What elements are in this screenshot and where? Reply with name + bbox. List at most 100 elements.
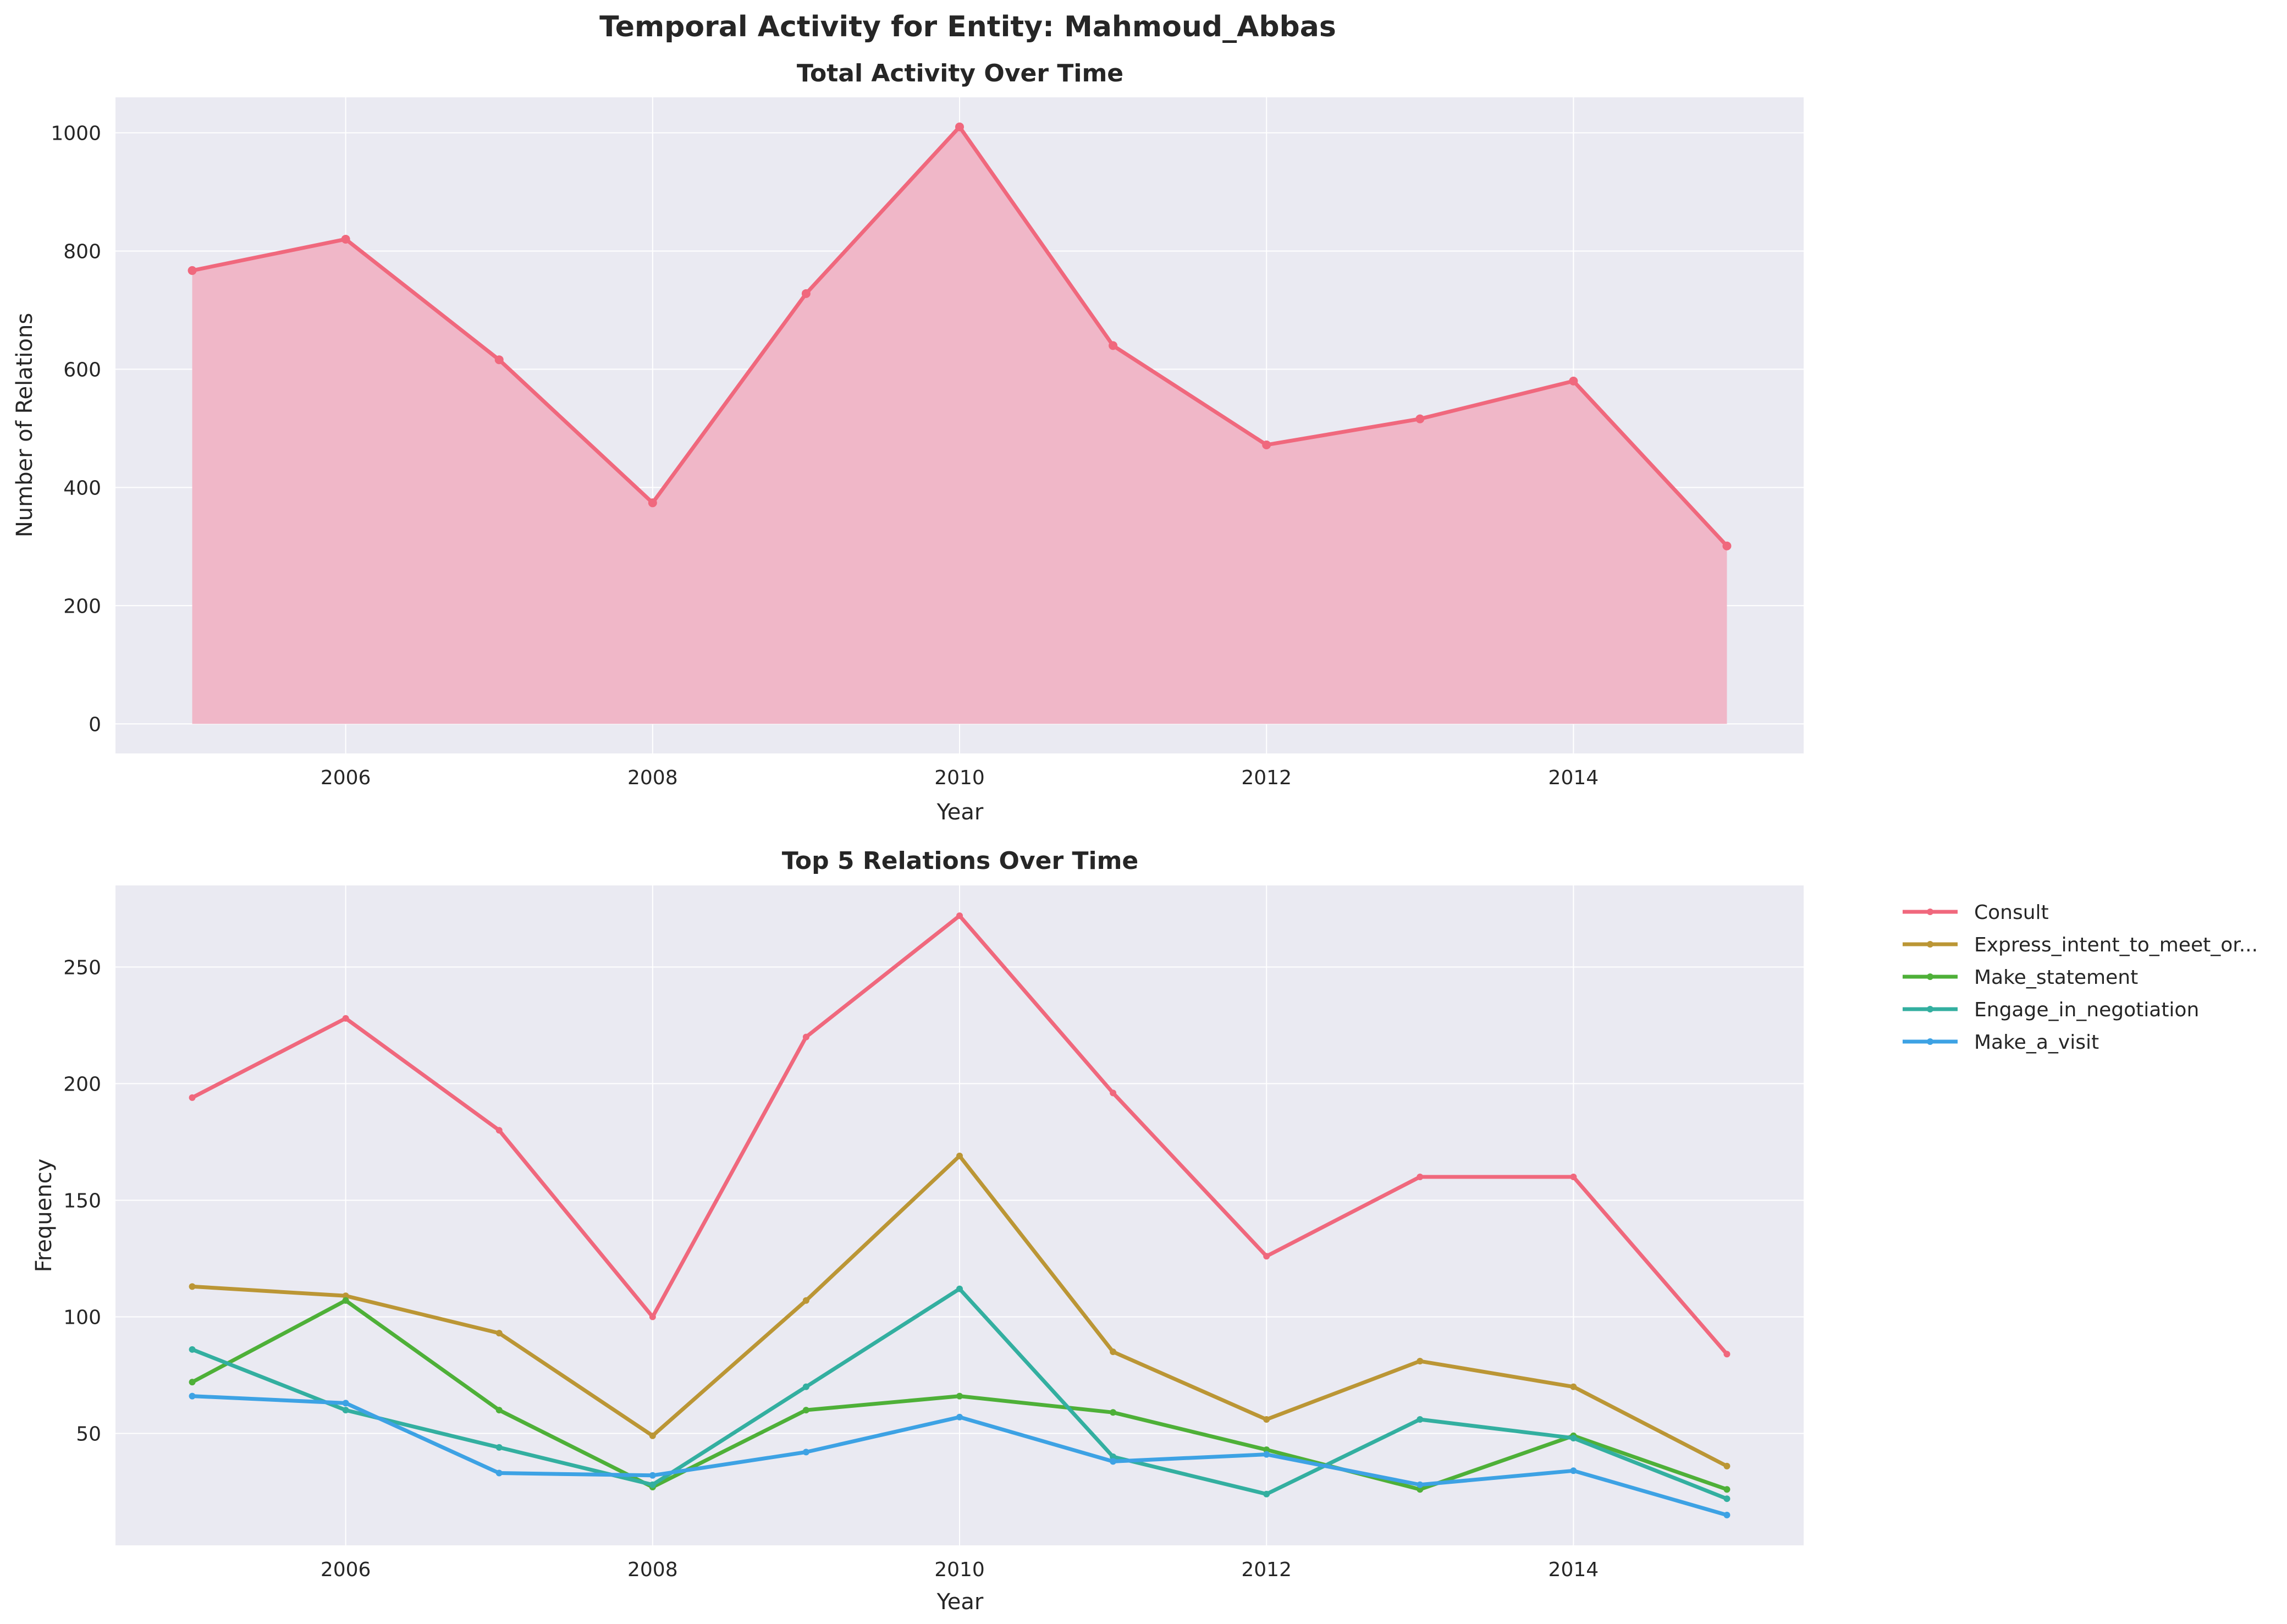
data-point bbox=[1110, 1348, 1117, 1356]
y-tick-label: 250 bbox=[63, 956, 101, 979]
panel1-title: Total Activity Over Time bbox=[797, 59, 1123, 87]
data-point bbox=[802, 1297, 809, 1304]
data-point bbox=[495, 1330, 503, 1337]
x-tick-label: 2012 bbox=[1241, 767, 1292, 789]
x-tick-label: 2010 bbox=[934, 767, 985, 789]
data-point bbox=[1569, 376, 1578, 386]
legend-marker bbox=[1927, 973, 1933, 980]
x-tick-label: 2014 bbox=[1548, 767, 1599, 789]
panel2-y-tick-labels: 50 100 150 200 250 bbox=[63, 956, 101, 1445]
area-fill bbox=[192, 126, 1727, 724]
data-point bbox=[802, 1449, 809, 1456]
y-tick-label: 400 bbox=[63, 477, 101, 499]
y-tick-label: 200 bbox=[63, 595, 101, 618]
panel1-x-tick-labels: 2006 2008 2010 2012 2014 bbox=[321, 767, 1599, 789]
y-tick-label: 200 bbox=[63, 1073, 101, 1095]
data-point bbox=[1110, 1409, 1117, 1416]
data-point bbox=[342, 1292, 349, 1300]
legend-marker bbox=[1927, 941, 1933, 948]
panel1-y-axis-label: Number of Relations bbox=[12, 313, 37, 537]
data-point bbox=[955, 122, 964, 131]
data-point bbox=[956, 1285, 963, 1292]
top5-relations-panel: Top 5 Relations Over Time 2006 2008 2010 20… bbox=[31, 847, 2258, 1615]
y-tick-label: 1000 bbox=[51, 122, 101, 145]
x-tick-label: 2006 bbox=[321, 1559, 371, 1581]
x-tick-label: 2014 bbox=[1548, 1559, 1599, 1581]
data-point bbox=[189, 1392, 196, 1400]
data-point bbox=[1263, 1451, 1270, 1458]
data-point bbox=[1262, 440, 1271, 449]
legend-marker bbox=[1927, 1038, 1933, 1045]
data-point bbox=[342, 1407, 349, 1414]
data-point bbox=[342, 1297, 349, 1304]
data-point bbox=[1570, 1383, 1577, 1390]
panel1-data bbox=[188, 122, 1732, 724]
data-point bbox=[1570, 1467, 1577, 1474]
data-point bbox=[802, 1407, 809, 1414]
data-point bbox=[495, 1444, 503, 1451]
x-tick-label: 2006 bbox=[321, 767, 371, 789]
y-tick-label: 150 bbox=[63, 1190, 101, 1212]
data-point bbox=[1570, 1434, 1577, 1441]
legend-label: Make_a_visit bbox=[1974, 1031, 2099, 1054]
x-tick-label: 2008 bbox=[627, 767, 678, 789]
panel2-x-axis-label: Year bbox=[936, 1589, 984, 1615]
data-point bbox=[1109, 341, 1118, 350]
data-point bbox=[495, 1407, 503, 1414]
panel1-x-axis-label: Year bbox=[936, 800, 984, 825]
y-tick-label: 50 bbox=[76, 1423, 101, 1445]
data-point bbox=[188, 266, 197, 275]
legend-marker bbox=[1927, 1006, 1933, 1012]
data-point bbox=[341, 234, 350, 244]
data-point bbox=[802, 1383, 809, 1390]
data-point bbox=[189, 1346, 196, 1353]
data-point bbox=[801, 289, 811, 298]
legend-label: Engage_in_negotiation bbox=[1974, 999, 2199, 1021]
data-point bbox=[1417, 1416, 1424, 1423]
data-point bbox=[649, 1481, 656, 1488]
data-point bbox=[956, 1152, 963, 1159]
data-point bbox=[1723, 1486, 1731, 1493]
data-point bbox=[1415, 414, 1425, 423]
data-point bbox=[495, 1469, 503, 1477]
x-tick-label: 2008 bbox=[627, 1559, 678, 1581]
legend-label: Consult bbox=[1974, 901, 2049, 924]
data-point bbox=[1263, 1446, 1270, 1454]
data-point bbox=[1417, 1358, 1424, 1365]
total-activity-panel: Total Activity Over Time 2006 2008 2010 201… bbox=[12, 59, 1804, 825]
data-point bbox=[956, 912, 963, 920]
y-tick-label: 800 bbox=[63, 240, 101, 263]
data-point bbox=[802, 1033, 809, 1041]
panel2-y-axis-label: Frequency bbox=[31, 1159, 57, 1273]
data-point bbox=[1263, 1253, 1270, 1260]
data-point bbox=[1417, 1486, 1424, 1493]
data-point bbox=[189, 1379, 196, 1386]
y-tick-label: 100 bbox=[63, 1306, 101, 1329]
data-point bbox=[1723, 1351, 1731, 1358]
panel2-data bbox=[189, 912, 1731, 1518]
data-point bbox=[1110, 1089, 1117, 1097]
data-point bbox=[494, 355, 504, 365]
legend-label: Make_statement bbox=[1974, 966, 2138, 989]
data-point bbox=[1570, 1174, 1577, 1181]
data-point bbox=[1722, 541, 1732, 550]
data-point bbox=[495, 1127, 503, 1134]
data-point bbox=[1263, 1490, 1270, 1498]
data-point bbox=[956, 1413, 963, 1421]
data-point bbox=[1723, 1511, 1731, 1518]
data-point bbox=[648, 498, 657, 508]
x-tick-label: 2010 bbox=[934, 1559, 985, 1581]
legend-marker bbox=[1927, 909, 1933, 915]
panel2-grid bbox=[115, 885, 1804, 1545]
figure-suptitle: Temporal Activity for Entity: Mahmoud_Ab… bbox=[599, 10, 1336, 43]
panel2-title: Top 5 Relations Over Time bbox=[782, 847, 1139, 875]
panel2-x-tick-labels: 2006 2008 2010 2012 2014 bbox=[321, 1559, 1599, 1581]
data-point bbox=[1110, 1453, 1117, 1460]
data-point bbox=[189, 1283, 196, 1290]
x-tick-label: 2012 bbox=[1241, 1559, 1292, 1581]
data-point bbox=[1723, 1462, 1731, 1469]
y-tick-label: 0 bbox=[89, 713, 101, 736]
data-point bbox=[649, 1472, 656, 1479]
data-point bbox=[956, 1392, 963, 1400]
